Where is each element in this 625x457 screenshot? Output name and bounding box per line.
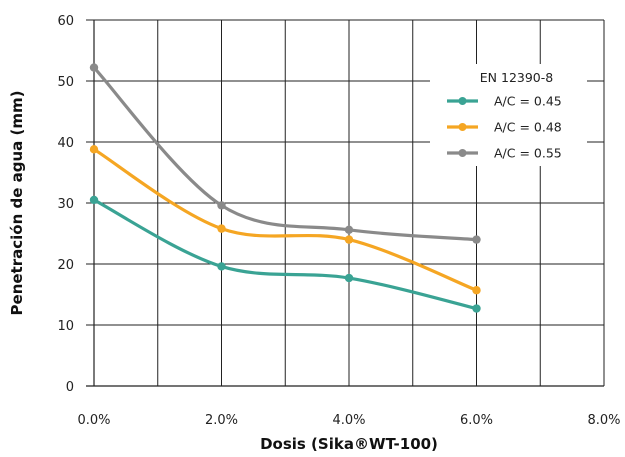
data-point [89, 195, 99, 205]
series-3 [89, 63, 481, 244]
legend-label: A/C = 0.48 [494, 120, 562, 135]
y-tick-label: 40 [57, 136, 74, 151]
data-point [344, 273, 354, 283]
series-line [92, 65, 479, 242]
series-layer [89, 63, 481, 313]
series-1 [89, 195, 481, 313]
x-axis-title: Dosis (Sika®WT-100) [260, 435, 438, 453]
series-2 [89, 145, 481, 295]
legend-label: A/C = 0.55 [494, 146, 562, 161]
data-point [89, 63, 99, 72]
x-tick-label: 4.0% [332, 413, 365, 428]
data-point [344, 235, 354, 244]
data-point [89, 145, 99, 154]
x-tick-labels: 0.0% 2.0% 4.0% 6.0% 8.0% [77, 413, 620, 428]
legend-title: EN 12390-8 [480, 70, 553, 85]
legend-marker [458, 149, 467, 157]
legend: EN 12390-8 A/C = 0.45 A/C = 0.48 A/C = 0.5… [430, 64, 587, 166]
data-point [344, 225, 354, 235]
data-point [217, 262, 226, 271]
y-tick-label: 60 [57, 14, 74, 29]
x-tick-label: 0.0% [77, 413, 110, 428]
data-point [472, 235, 481, 244]
data-point [472, 286, 481, 295]
y-tick-label: 10 [57, 319, 74, 334]
y-tick-label: 50 [57, 75, 74, 90]
legend-label: A/C = 0.45 [494, 94, 562, 109]
y-axis-title: Penetración de agua (mm) [8, 91, 26, 316]
y-tick-labels: 0 10 20 30 40 50 60 [57, 14, 94, 395]
data-point [472, 304, 481, 313]
data-point [217, 201, 226, 210]
legend-box [430, 64, 587, 166]
x-tick-label: 6.0% [460, 413, 493, 428]
series-line [92, 198, 479, 311]
y-tick-label: 20 [57, 258, 74, 273]
x-tick-label: 2.0% [205, 413, 238, 428]
legend-marker [458, 97, 467, 105]
data-point [217, 224, 226, 233]
y-tick-label: 0 [66, 380, 74, 395]
legend-marker [458, 123, 467, 131]
y-tick-label: 30 [57, 197, 74, 212]
series-line [92, 147, 479, 292]
legend-items: A/C = 0.45 A/C = 0.48 A/C = 0.55 [447, 94, 562, 161]
x-tick-label: 8.0% [587, 413, 620, 428]
